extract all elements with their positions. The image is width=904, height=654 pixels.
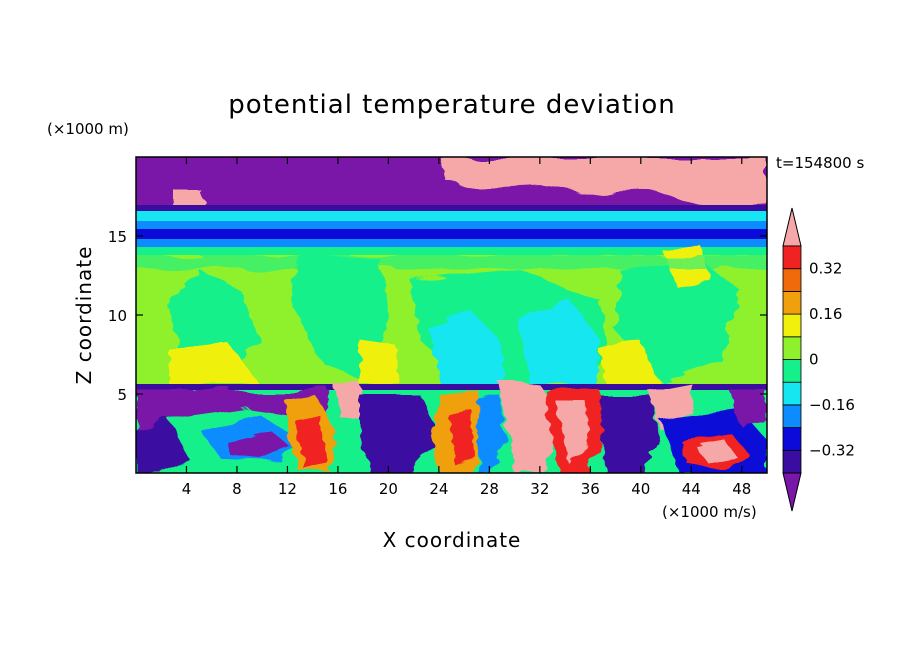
colorbar-segment-1 [782,427,802,451]
colorbar-tick-label-0: 0.32 [809,260,842,278]
colorbar-segment-8 [782,268,802,292]
plot-area [136,157,767,473]
colorbar-tick-label-3: −0.16 [809,396,855,414]
colorbar-segment-0 [782,449,802,474]
x-tick-label-1: 8 [232,480,242,498]
x-axis-label: X coordinate [383,528,522,552]
colorbar-extend-max [782,207,802,247]
colorbar-tick-label-4: −0.32 [809,441,855,459]
x-tick-label-7: 32 [530,480,549,498]
y-tick-label-1: 10 [108,307,127,325]
y-tick-label-2: 15 [108,228,127,246]
y-axis-label: Z coordinate [72,246,96,385]
colorbar-extend-min [782,472,802,512]
x-tick-label-11: 48 [732,480,751,498]
x-tick-label-3: 16 [328,480,347,498]
colorbar-segment-5 [782,336,802,360]
colorbar-segment-4 [782,359,802,383]
x-tick-label-10: 44 [682,480,701,498]
x-unit-label: (×1000 m/s) [662,503,757,521]
colorbar-segment-2 [782,404,802,428]
y-unit-label: (×1000 m) [47,120,129,138]
x-tick-label-2: 12 [278,480,297,498]
y-tick-label-0: 5 [117,386,127,404]
colorbar-tick-label-1: 0.16 [809,305,842,323]
x-tick-label-5: 24 [429,480,448,498]
colorbar-segment-7 [782,290,802,315]
colorbar-segment-3 [782,381,802,406]
colorbar-segment-9 [782,245,802,270]
colorbar-segment-6 [782,313,802,338]
x-tick-label-6: 28 [480,480,499,498]
x-tick-label-4: 20 [379,480,398,498]
colorbar: 0.32 0.16 0 −0.16 −0.32 [782,207,855,512]
x-tick-label-8: 36 [581,480,600,498]
colorbar-tick-label-2: 0 [809,351,819,369]
y-axis: 5 10 15 [108,228,767,404]
x-axis: 4 8 12 16 20 24 28 32 36 40 44 48 [182,157,751,498]
x-tick-label-9: 40 [631,480,650,498]
x-tick-label-0: 4 [182,480,192,498]
time-label: t=154800 s [776,154,864,172]
chart-title: potential temperature deviation [228,90,675,120]
field-mid-structures [136,245,767,385]
field-lower-cells [136,380,767,473]
